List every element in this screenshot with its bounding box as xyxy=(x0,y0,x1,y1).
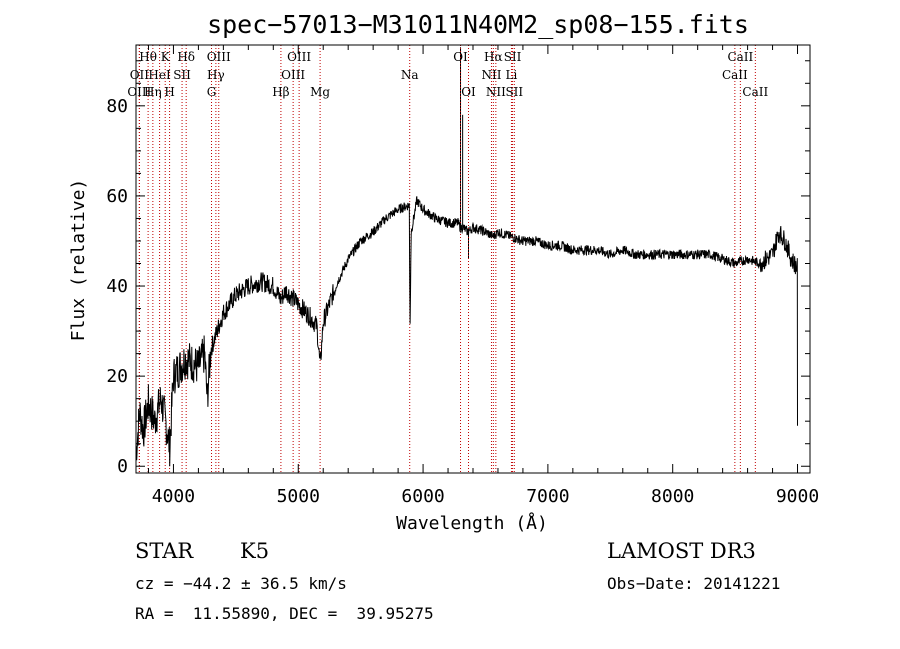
x-tick-label: 8000 xyxy=(651,486,694,507)
line-marker-label: SII xyxy=(504,50,522,64)
line-marker-label: Hη xyxy=(144,85,162,99)
x-tick-label: 9000 xyxy=(776,486,819,507)
x-axis-label: Wavelength (Å) xyxy=(396,512,548,534)
line-marker-label: OIII xyxy=(281,68,305,82)
x-tick-label: 7000 xyxy=(526,486,569,507)
x-tick-label: 6000 xyxy=(401,486,444,507)
line-marker-label: G xyxy=(207,85,217,99)
x-tick-label: 4000 xyxy=(152,486,195,507)
line-marker-label: Hθ xyxy=(139,50,157,64)
y-tick-label: 60 xyxy=(106,186,128,207)
line-marker-label: CaII xyxy=(722,68,748,82)
chart-title: spec−57013−M31011N40M2_sp08−155.fits xyxy=(207,10,749,39)
object-subclass: K5 xyxy=(240,539,270,563)
line-marker-label: NII xyxy=(486,85,506,99)
y-tick-label: 20 xyxy=(106,366,128,387)
line-markers xyxy=(138,45,756,473)
y-tick-label: 40 xyxy=(106,276,128,297)
line-marker-label: OIII xyxy=(127,85,151,99)
line-marker-label: SII xyxy=(505,85,523,99)
object-class: STAR xyxy=(135,539,194,563)
y-tick-label: 80 xyxy=(106,96,128,117)
line-marker-label: HeI xyxy=(148,68,171,82)
line-marker-label: NII xyxy=(481,68,501,82)
line-marker-label: K xyxy=(161,50,171,64)
line-marker-label: Hβ xyxy=(272,85,289,99)
line-marker-label: OIII xyxy=(287,50,311,64)
line-marker-label: Hδ xyxy=(177,50,195,64)
observation-date: Obs−Date: 20141221 xyxy=(607,574,781,593)
axis-ticks xyxy=(136,45,810,473)
line-marker-label: Mg xyxy=(310,85,330,99)
line-marker-labels: Hθ OII OIII K HeI Hη SII H Hδ OIII Hγ G OIII OIII Hβ Mg… xyxy=(127,50,768,99)
survey-name: LAMOST DR3 xyxy=(607,539,756,563)
y-tick-label: 0 xyxy=(117,456,128,477)
line-marker-label: CaII xyxy=(742,85,768,99)
line-marker-label: Na xyxy=(401,68,419,82)
line-marker-label: Hα xyxy=(484,50,503,64)
line-marker-label: H xyxy=(164,85,174,99)
line-marker-label: CaII xyxy=(727,50,753,64)
axis-tick-labels: 4000 5000 6000 7000 8000 9000 0 20 40 60 80 xyxy=(106,96,819,507)
spectrum-line xyxy=(135,196,798,467)
redshift-velocity: cz = −44.2 ± 36.5 km/s xyxy=(135,574,347,593)
coordinates: RA = 11.55890, DEC = 39.95275 xyxy=(135,604,434,623)
line-marker-label: OI xyxy=(461,85,476,99)
line-marker-label: OII xyxy=(130,68,150,82)
line-marker-label: Hγ xyxy=(207,68,225,82)
line-marker-label: SII xyxy=(173,68,191,82)
x-tick-label: 5000 xyxy=(277,486,320,507)
y-axis-label: Flux (relative) xyxy=(68,179,89,342)
plot-frame xyxy=(135,44,811,474)
line-marker-label: OI xyxy=(453,50,468,64)
line-marker-label: Li xyxy=(506,68,518,82)
line-marker-label: OIII xyxy=(207,50,231,64)
